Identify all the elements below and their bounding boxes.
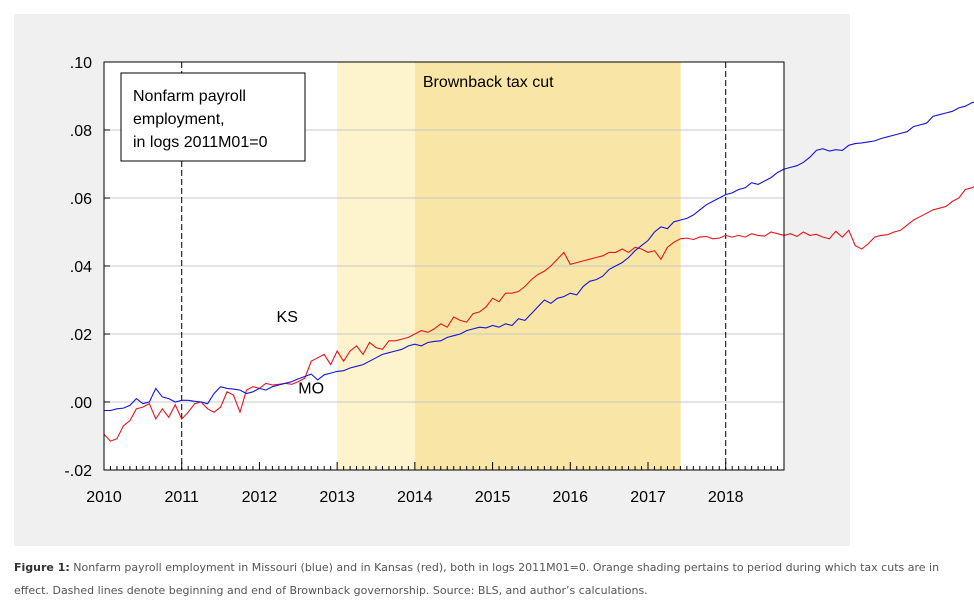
x-tick-label: 2010	[86, 489, 122, 506]
figure-caption: Figure 1: Nonfarm payroll employment in …	[14, 556, 964, 602]
caption-label: Figure 1:	[14, 561, 70, 574]
x-tick-label: 2018	[708, 489, 744, 506]
series-label-mo: MO	[298, 381, 324, 398]
x-axis: 2010 2011 2012 2013 2014 2015 2016 2017 2018	[86, 462, 779, 506]
series-line-ks	[103, 186, 974, 442]
annotations: Brownback tax cut KS MO	[277, 74, 555, 398]
x-tick-label: 2014	[397, 489, 433, 506]
y-tick-label: .00	[70, 395, 92, 412]
legend-box: Nonfarm payroll employment, in logs 2011M0…	[120, 72, 306, 162]
x-tick-label: 2017	[630, 489, 666, 506]
legend-frame	[120, 72, 306, 162]
shaded-region-label: Brownback tax cut	[423, 74, 554, 91]
y-axis: -.02 .00 .02 .04 .06 .08 .10	[64, 55, 110, 480]
legend-line: in logs 2011M01=0	[133, 134, 268, 151]
series	[103, 101, 974, 442]
x-tick-label: 2013	[319, 489, 355, 506]
caption-text: Nonfarm payroll employment in Missouri (…	[14, 561, 940, 597]
y-tick-label: .08	[70, 123, 92, 140]
y-tick-label: .04	[70, 259, 92, 276]
y-tick-label: .06	[70, 191, 92, 208]
series-label-ks: KS	[277, 309, 298, 326]
legend-line: Nonfarm payroll	[133, 88, 246, 105]
series-line-mo	[104, 101, 974, 412]
x-tick-label: 2012	[242, 489, 278, 506]
x-tick-label: 2011	[165, 489, 200, 506]
y-tick-label: .02	[70, 327, 92, 344]
x-tick-label: 2016	[552, 489, 588, 506]
x-tick-label: 2015	[475, 489, 511, 506]
y-tick-label: -.02	[64, 463, 92, 480]
y-tick-label: .10	[70, 55, 92, 72]
legend-line: employment,	[133, 111, 225, 128]
